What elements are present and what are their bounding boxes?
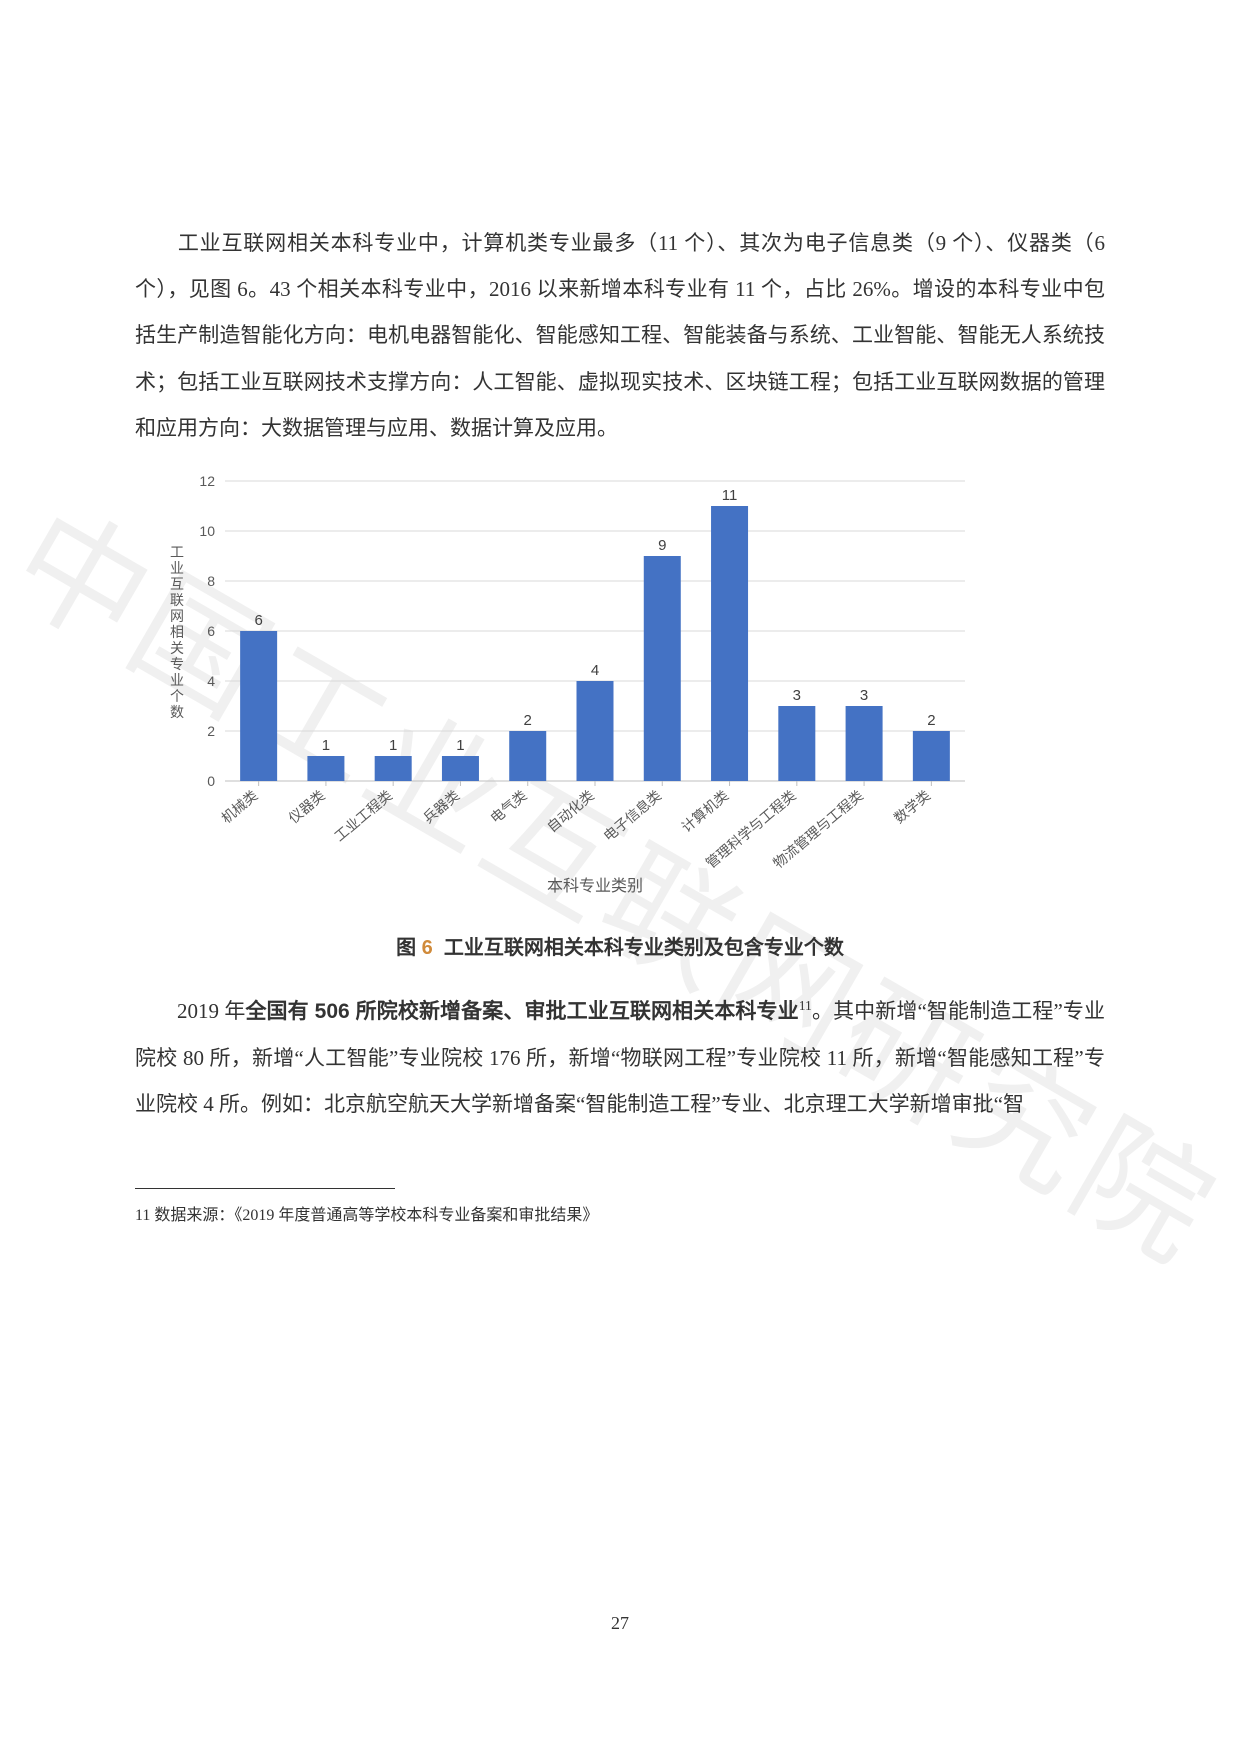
footnote: 11 数据来源：《2019 年度普通高等学校本科专业备案和审批结果》 — [135, 1203, 1105, 1229]
bar-chart: 0 2 4 6 8 10 12 6 机械类 1 仪器类 1 工业工程类 1 兵器类 2 电气类 4 自动化类 9 电子信… — [155, 471, 985, 901]
svg-text:电气类: 电气类 — [488, 788, 530, 827]
svg-text:网: 网 — [170, 610, 184, 625]
svg-text:10: 10 — [199, 523, 215, 539]
svg-text:互: 互 — [170, 578, 184, 593]
svg-text:业: 业 — [170, 561, 184, 577]
svg-text:个: 个 — [170, 689, 184, 705]
p2-lead: 2019 年 — [177, 999, 245, 1023]
svg-text:12: 12 — [199, 473, 215, 489]
svg-text:工: 工 — [170, 546, 184, 561]
paragraph-2: 2019 年全国有 506 所院校新增备案、审批工业互联网相关本科专业11。其中… — [135, 988, 1105, 1128]
svg-text:1: 1 — [456, 737, 464, 754]
footnote-text: 数据来源：《2019 年度普通高等学校本科专业备案和审批结果》 — [150, 1207, 598, 1224]
p2-footnote-ref: 11 — [799, 998, 812, 1013]
svg-text:数: 数 — [170, 705, 184, 721]
svg-text:6: 6 — [254, 612, 262, 629]
figure-caption: 图 6 工业互联网相关本科专业类别及包含专业个数 — [135, 931, 1105, 960]
svg-text:1: 1 — [322, 737, 330, 754]
svg-text:11: 11 — [722, 487, 738, 504]
footnote-separator — [135, 1188, 395, 1189]
svg-text:计算机类: 计算机类 — [679, 788, 732, 836]
svg-text:4: 4 — [207, 673, 215, 689]
svg-text:9: 9 — [658, 537, 666, 554]
svg-text:联: 联 — [170, 593, 184, 609]
p2-bold: 全国有 506 所院校新增备案、审批工业互联网相关本科专业 — [245, 1000, 798, 1023]
figure-number: 6 — [422, 937, 433, 959]
svg-text:机械类: 机械类 — [219, 788, 261, 827]
svg-text:2: 2 — [524, 712, 532, 729]
svg-text:自动化类: 自动化类 — [544, 788, 597, 836]
svg-text:2: 2 — [207, 723, 215, 739]
figure-title: 工业互联网相关本科专业类别及包含专业个数 — [444, 937, 844, 959]
svg-text:相: 相 — [170, 625, 184, 641]
paragraph-1: 工业互联网相关本科专业中，计算机类专业最多（11 个）、其次为电子信息类（9 个… — [135, 220, 1105, 451]
svg-text:业: 业 — [170, 673, 184, 689]
svg-text:6: 6 — [207, 623, 215, 639]
figure-label: 图 — [396, 937, 422, 959]
paragraph-1-text: 工业互联网相关本科专业中，计算机类专业最多（11 个）、其次为电子信息类（9 个… — [135, 231, 1105, 440]
svg-text:2: 2 — [927, 712, 935, 729]
svg-text:关: 关 — [170, 641, 184, 657]
svg-text:兵器类: 兵器类 — [421, 788, 463, 827]
page-number: 27 — [0, 1613, 1240, 1634]
svg-text:4: 4 — [591, 662, 599, 679]
svg-text:0: 0 — [207, 773, 215, 789]
svg-text:本科专业类别: 本科专业类别 — [547, 877, 643, 895]
svg-text:8: 8 — [207, 573, 215, 589]
svg-text:仪器类: 仪器类 — [286, 788, 328, 827]
svg-text:电子信息类: 电子信息类 — [600, 787, 665, 845]
svg-text:3: 3 — [860, 687, 868, 704]
svg-text:数学类: 数学类 — [891, 788, 933, 827]
svg-text:1: 1 — [389, 737, 397, 754]
svg-text:工业工程类: 工业工程类 — [332, 788, 396, 845]
footnote-marker: 11 — [135, 1207, 150, 1224]
svg-text:专: 专 — [170, 657, 184, 673]
bar-chart-svg: 0 2 4 6 8 10 12 6 机械类 1 仪器类 1 工业工程类 1 兵器类 2 电气类 4 自动化类 9 电子信… — [155, 471, 985, 901]
page-content: 工业互联网相关本科专业中，计算机类专业最多（11 个）、其次为电子信息类（9 个… — [135, 220, 1105, 1228]
svg-text:3: 3 — [793, 687, 801, 704]
